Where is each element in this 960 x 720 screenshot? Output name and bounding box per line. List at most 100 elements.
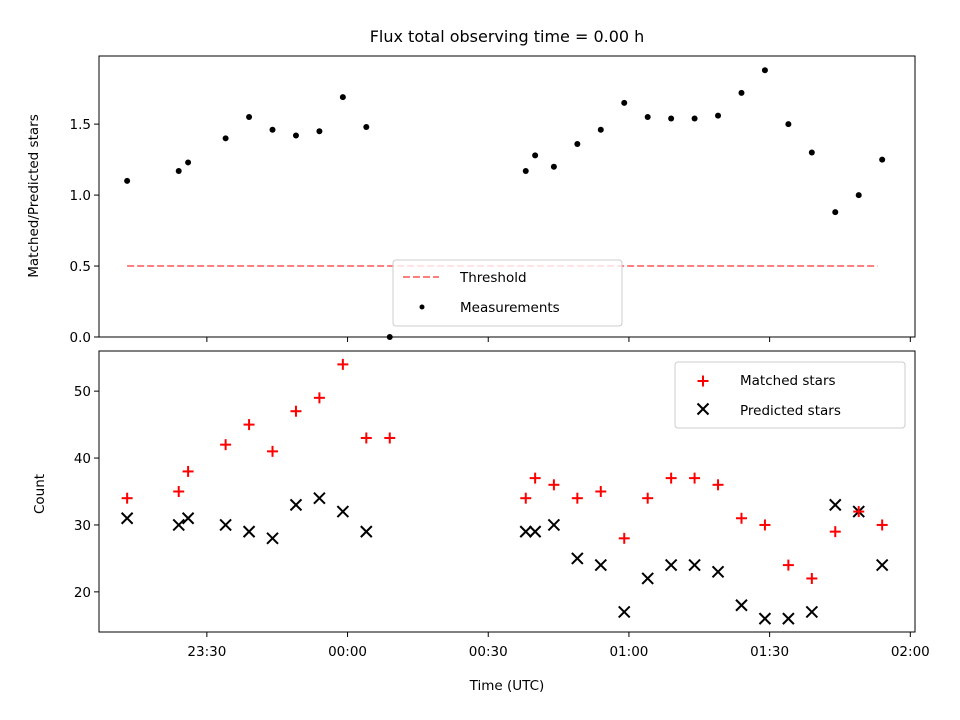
measurement-point: [532, 152, 539, 159]
predicted-point: [641, 572, 654, 585]
top-legend-box: [392, 259, 623, 327]
predicted-point-b: [289, 498, 303, 512]
bottom-x-tick-label: 01:30: [750, 644, 789, 660]
measurement-point: [668, 115, 675, 122]
predicted-point-b: [528, 525, 542, 538]
matched-point: [806, 572, 818, 584]
predicted-point-b: [120, 512, 134, 525]
legend-predicted-label: Predicted stars: [740, 403, 841, 419]
predicted-point-b: [688, 558, 701, 572]
measurement-point: [550, 163, 557, 170]
predicted-point: [711, 565, 725, 578]
measurement-point: [621, 99, 628, 106]
predicted-point: [688, 558, 701, 572]
matched-point: [782, 559, 794, 571]
predicted-point: [664, 558, 678, 572]
predicted-point: [289, 498, 303, 512]
measurement-point: [386, 334, 393, 340]
measurement-point: [597, 126, 604, 133]
top-y-tick-label: 0.0: [70, 330, 91, 346]
matched-point: [665, 472, 677, 484]
top-y-tick-label: 1.5: [70, 117, 91, 133]
predicted-point: [336, 505, 350, 518]
bottom-plot-frame: [98, 350, 916, 633]
predicted-point: [594, 558, 608, 572]
legend-matched-label: Matched stars: [740, 373, 836, 389]
matched-point: [337, 358, 349, 370]
matched-point: [853, 506, 865, 518]
measurement-point: [855, 192, 862, 199]
predicted-point: [829, 498, 842, 512]
matched-point: [759, 519, 771, 531]
matched-point: [182, 465, 194, 477]
top-y-tick-label: 0.5: [70, 259, 91, 275]
legend-matched-swatch: [697, 375, 709, 387]
predicted-point: [528, 525, 542, 538]
predicted-point-b: [547, 518, 561, 532]
predicted-point-b: [266, 532, 279, 545]
matched-point: [384, 432, 396, 444]
predicted-point: [571, 552, 584, 565]
matched-point: [571, 492, 583, 504]
matched-point: [829, 526, 841, 538]
predicted-point-b: [664, 558, 678, 572]
matched-point: [313, 392, 325, 404]
measurement-point: [222, 135, 229, 142]
predicted-point: [618, 605, 631, 619]
predicted-point-b: [782, 612, 795, 625]
legend-measurements-label: Measurements: [460, 300, 560, 316]
matched-point: [267, 445, 279, 457]
measurement-point: [808, 149, 815, 156]
predicted-point-b: [594, 558, 608, 572]
measurement-point: [832, 209, 839, 216]
matched-point: [243, 419, 255, 431]
predicted-point: [519, 525, 532, 538]
predicted-point: [782, 612, 795, 625]
predicted-point-b: [618, 605, 631, 619]
legend-measurements-swatch: [419, 304, 425, 310]
bottom-x-tick-label: 01:00: [609, 644, 648, 660]
matched-point: [548, 479, 560, 491]
matched-point: [173, 486, 185, 497]
predicted-point: [360, 525, 373, 538]
measurement-point: [644, 114, 651, 121]
measurement-point: [316, 128, 323, 135]
measurement-point: [738, 89, 745, 96]
legend-predicted-swatch-b: [696, 402, 710, 416]
bottom-y-axis-label: Count: [32, 474, 48, 514]
predicted-point: [313, 491, 326, 505]
measurement-point: [715, 112, 722, 119]
legend-threshold-label: Threshold: [459, 270, 527, 286]
chart-title: Flux total observing time = 0.00 h: [370, 27, 645, 46]
measurement-point: [292, 132, 299, 139]
predicted-point-b: [735, 599, 748, 612]
predicted-point: [181, 512, 195, 525]
matched-point: [876, 519, 888, 531]
matched-point: [689, 472, 701, 484]
measurement-point: [185, 159, 192, 166]
measurement-point: [269, 126, 276, 133]
predicted-point-b: [181, 512, 195, 525]
bottom-legend-box: [674, 361, 906, 429]
predicted-point: [219, 518, 232, 532]
bottom-x-tick-label: 02:00: [891, 644, 930, 660]
matched-point: [121, 492, 133, 504]
top-y-axis-label: Matched/Predicted stars: [26, 114, 42, 277]
predicted-point: [120, 512, 134, 525]
top-plot-frame: [98, 55, 916, 338]
bottom-x-tick-label: 00:00: [328, 644, 367, 660]
predicted-point-b: [711, 565, 725, 578]
measurement-point: [761, 67, 768, 74]
predicted-point-b: [360, 525, 373, 538]
measurement-point: [246, 114, 253, 121]
predicted-point: [172, 518, 185, 532]
measurement-point: [691, 115, 698, 122]
measurement-point: [339, 94, 346, 101]
bottom-y-tick-label: 30: [74, 518, 91, 534]
predicted-point-b: [805, 605, 819, 619]
measurement-point: [574, 140, 581, 147]
predicted-point: [805, 605, 819, 619]
matched-point: [220, 439, 232, 451]
predicted-point: [758, 612, 772, 625]
